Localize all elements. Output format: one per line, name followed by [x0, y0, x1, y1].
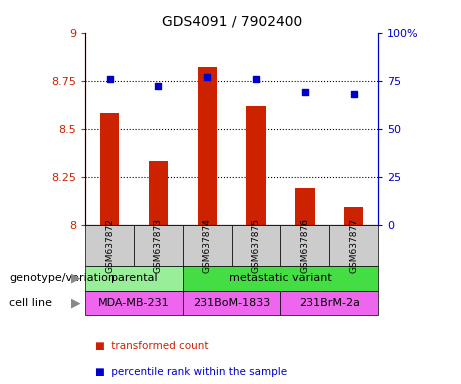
Text: ■  transformed count: ■ transformed count: [95, 341, 208, 351]
Text: genotype/variation: genotype/variation: [9, 273, 115, 283]
Point: [301, 89, 308, 95]
Bar: [134, 225, 183, 266]
Bar: [231, 225, 280, 266]
Bar: [149, 161, 168, 225]
Bar: [246, 106, 266, 225]
Text: GSM637874: GSM637874: [203, 218, 212, 273]
Text: 231BrM-2a: 231BrM-2a: [299, 298, 360, 308]
Text: 231BoM-1833: 231BoM-1833: [193, 298, 270, 308]
Point: [155, 83, 162, 89]
Bar: [183, 291, 280, 315]
Bar: [183, 266, 378, 291]
Text: metastatic variant: metastatic variant: [229, 273, 332, 283]
Bar: [280, 291, 378, 315]
Text: GSM637872: GSM637872: [105, 218, 114, 273]
Text: parental: parental: [111, 273, 157, 283]
Text: ■  percentile rank within the sample: ■ percentile rank within the sample: [95, 367, 287, 377]
Bar: [100, 113, 119, 225]
Bar: [183, 225, 231, 266]
Point: [204, 74, 211, 80]
Bar: [329, 225, 378, 266]
Title: GDS4091 / 7902400: GDS4091 / 7902400: [161, 15, 302, 29]
Point: [106, 76, 113, 82]
Bar: [280, 225, 329, 266]
Bar: [85, 266, 183, 291]
Bar: [85, 225, 134, 266]
Text: GSM637873: GSM637873: [154, 218, 163, 273]
Point: [350, 91, 357, 97]
Bar: [85, 291, 183, 315]
Point: [252, 76, 260, 82]
Text: GSM637877: GSM637877: [349, 218, 358, 273]
Bar: [295, 188, 314, 225]
Text: ▶: ▶: [71, 296, 81, 309]
Text: cell line: cell line: [9, 298, 52, 308]
Bar: [197, 67, 217, 225]
Bar: [344, 207, 363, 225]
Text: GSM637875: GSM637875: [252, 218, 260, 273]
Text: GSM637876: GSM637876: [300, 218, 309, 273]
Text: ▶: ▶: [71, 272, 81, 285]
Text: MDA-MB-231: MDA-MB-231: [98, 298, 170, 308]
